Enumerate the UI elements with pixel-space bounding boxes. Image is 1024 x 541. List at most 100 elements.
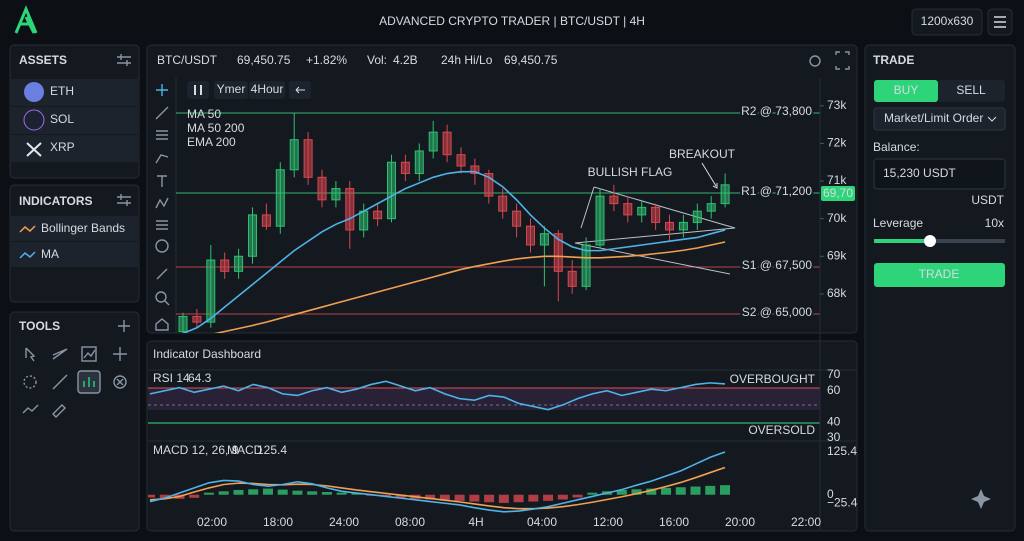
y-tick-label: 72k (827, 136, 847, 150)
hilo: 69,450.75 (504, 53, 558, 67)
macd-label: MACD 12, 26, 9 (153, 443, 239, 457)
interval-button[interactable] (249, 81, 285, 99)
candle-body (651, 206, 661, 223)
candle-body (275, 169, 285, 227)
candle-body (720, 184, 730, 205)
candle-type-button[interactable] (187, 81, 209, 99)
slider-knob[interactable] (924, 235, 936, 247)
eth-icon (24, 82, 44, 102)
macd-bar (292, 490, 303, 495)
price-plot (178, 113, 730, 333)
arrow-head (712, 183, 718, 189)
balance-input[interactable] (873, 158, 1006, 190)
indicator-row[interactable] (11, 242, 138, 267)
panel-title: Indicator Dashboard (153, 347, 261, 361)
rsi-line (149, 380, 726, 411)
y-tick-label: 70k (827, 211, 847, 225)
macd-bar (218, 491, 229, 495)
candle-body (623, 203, 633, 216)
macd-bar (159, 494, 170, 499)
interval-button[interactable] (214, 81, 248, 99)
order-type-select[interactable] (873, 107, 1006, 131)
draw-toolbar[interactable] (155, 84, 170, 331)
tool-icons[interactable] (22, 346, 127, 418)
macd-bar (557, 494, 568, 500)
macd-bar (321, 492, 332, 495)
y-tick-label: 69k (827, 248, 847, 262)
macd-bar (661, 487, 672, 495)
breakout-arrow (701, 162, 717, 187)
y-tick-label: 40 (827, 414, 841, 428)
y-tick-label: 71k (827, 173, 847, 187)
macd-bar (203, 492, 214, 495)
size-button-box[interactable] (911, 8, 983, 36)
candle-body (387, 161, 396, 220)
macd-bar (189, 494, 200, 498)
candle-body (289, 139, 299, 171)
macd-bar (425, 494, 436, 500)
y-tick-label: 70 (827, 367, 841, 381)
macd-line-label: MACD (227, 443, 263, 457)
rsi-label: RSI 14 (153, 371, 190, 385)
asset-name: SOL (50, 112, 74, 126)
rsi-plot (149, 380, 726, 411)
sell-button[interactable] (938, 80, 1005, 102)
indicator-name: MA (41, 247, 59, 261)
panel-title: ASSETS (19, 53, 67, 67)
app-title: ADVANCED CRYPTO TRADER | BTC/USDT | 4H (379, 14, 645, 28)
candle-body (595, 195, 605, 246)
macd-bar (528, 494, 539, 502)
x-tick-label: 04:00 (527, 515, 557, 529)
panel-title: INDICATORS (19, 194, 93, 208)
macd-line (149, 451, 726, 513)
trade-button[interactable] (874, 263, 1005, 287)
candle-body (359, 210, 369, 231)
price-tag-label: 69,70 (823, 186, 853, 200)
tools-icon (118, 320, 130, 332)
macd-plot (148, 451, 730, 513)
overbought-label: OVERBOUGHT (730, 372, 816, 386)
order-type: Market/Limit Order (884, 111, 983, 125)
level-label: S1 @ 67,500 (742, 258, 813, 272)
y-tick-label: 73k (827, 98, 847, 112)
legend-label: EMA 200 (187, 135, 236, 149)
candle-body (178, 315, 188, 332)
settings-icon[interactable] (809, 55, 821, 67)
level-label: R1 @ 71,200 (741, 184, 812, 198)
undo-icon (295, 86, 305, 94)
x-tick-label: 16:00 (659, 515, 689, 529)
balance-label: Balance: (873, 140, 920, 154)
macd-bar (395, 494, 406, 498)
x-tick-label: 18:00 (263, 515, 293, 529)
candle-body (192, 315, 202, 323)
macd-bar (148, 494, 155, 498)
x-tick-label: 08:00 (395, 515, 425, 529)
menu-icon (994, 16, 1006, 28)
candle-body (678, 221, 688, 231)
x-tick-label: 22:00 (791, 515, 821, 529)
interval-label: Ymer (217, 82, 246, 96)
buy-button[interactable] (874, 80, 938, 102)
dropdown-icon (987, 116, 997, 122)
asset-name: XRP (50, 140, 75, 154)
candle-type-icon (194, 85, 202, 95)
macd-bar (587, 492, 598, 495)
currency: USDT (971, 193, 1004, 207)
sell-label: SELL (956, 83, 986, 97)
candle-body (248, 214, 257, 257)
sparkle-icon (971, 489, 991, 509)
macd-bar (513, 494, 524, 503)
macd-bar (351, 493, 362, 495)
candle-body (400, 161, 410, 175)
ma-icon (19, 251, 36, 259)
macd-bar (233, 489, 244, 495)
macd-bar (572, 494, 583, 498)
candle-body (373, 210, 383, 220)
fullscreen-icon[interactable] (835, 51, 850, 70)
ma-line (213, 241, 726, 333)
bb-icon (19, 225, 36, 233)
y-tick-label: 30 (827, 430, 841, 444)
interval-label: 4Hour (251, 82, 284, 96)
macd-bar (705, 485, 716, 495)
